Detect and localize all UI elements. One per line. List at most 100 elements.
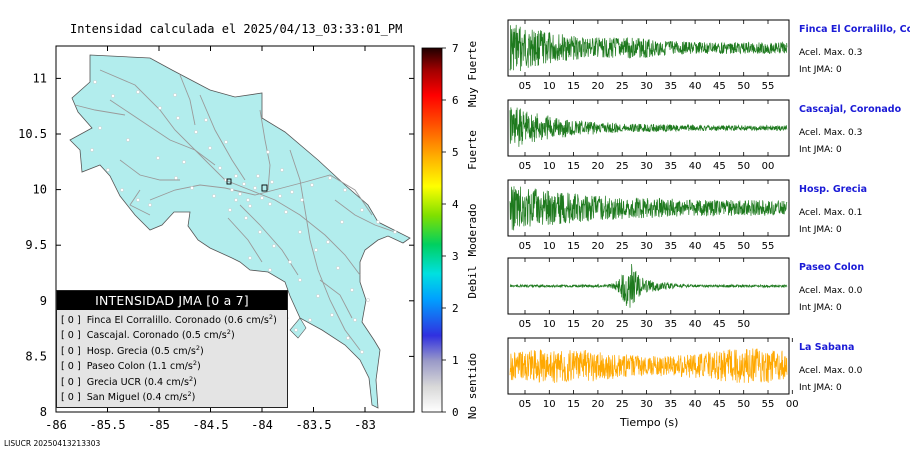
- time-tick-label: 00: [786, 399, 799, 410]
- time-tick-label: 00: [762, 161, 775, 172]
- time-tick-label: 10: [543, 161, 556, 172]
- time-tick-label: 45: [713, 319, 726, 330]
- time-tick-label: 35: [664, 319, 677, 330]
- seismogram-panel: 05 10 15 20 25 30 35 40 45 50 55: [507, 179, 790, 252]
- time-tick-label: 30: [640, 399, 653, 410]
- latitude-axis: 8 8.5 9 9.5 10 10.5 11: [18, 71, 414, 419]
- time-tick-label: 05: [519, 241, 532, 252]
- time-tick-label: 20: [592, 399, 605, 410]
- seismogram-panel: 05 10 15 20 25 30 35 40 45 50 55 00: [507, 337, 799, 410]
- seismogram-panel: 05 10 15 20 25 30 35 40 45 50: [507, 257, 790, 330]
- time-tick-label: 25: [616, 319, 629, 330]
- station-name: Finca El Corralillo, Coronado: [799, 24, 910, 35]
- scale-tick-label: 4: [452, 198, 459, 211]
- time-tick-label: 15: [567, 81, 580, 92]
- scale-category-label: Debil: [466, 265, 479, 298]
- station-name: Hosp. Grecia: [799, 184, 868, 195]
- time-tick-label: 50: [737, 161, 750, 172]
- time-tick-label: 55: [762, 241, 775, 252]
- legend-item: [ 0 ] Grecia UCR (0.4 cm/s2): [61, 374, 197, 388]
- time-tick-label: 25: [616, 161, 629, 172]
- scale-tick-label: 2: [452, 302, 459, 315]
- station-markers: [226, 178, 268, 192]
- time-tick-label: 40: [689, 319, 702, 330]
- time-tick-label: 50: [737, 241, 750, 252]
- station-jma-intensity: Int JMA: 0: [799, 145, 842, 155]
- time-tick-label: 40: [689, 241, 702, 252]
- legend-item: [ 0 ] San Miguel (0.4 cm/s2): [61, 389, 196, 404]
- time-tick-label: 20: [592, 319, 605, 330]
- time-tick-label: 10: [543, 399, 556, 410]
- time-tick-label: 05: [519, 161, 532, 172]
- time-tick-label: 35: [664, 241, 677, 252]
- time-tick-label: 10: [543, 81, 556, 92]
- lon-tick-label: -84.5: [192, 418, 228, 432]
- station-max-accel: Acel. Max. 0.1: [799, 208, 863, 218]
- legend-item: [ 0 ] Cascajal. Coronado (0.5 cm/s2): [61, 328, 235, 342]
- lon-tick-label: -84: [251, 418, 273, 432]
- scale-category-label: No sentido: [466, 353, 479, 419]
- footer-id: LISUCR 20250413213303: [4, 439, 101, 448]
- seismogram-panels: 05 10 15 20 25 30 35 40 45 50 55 05 10 15 20 25 30 35 40 45…: [507, 19, 799, 410]
- station-name: La Sabana: [799, 342, 855, 353]
- lon-tick-label: -83.5: [295, 418, 331, 432]
- time-tick-label: 15: [567, 319, 580, 330]
- time-tick-label: 15: [567, 399, 580, 410]
- lat-tick-label: 9.5: [25, 238, 47, 252]
- station-max-accel: Acel. Max. 0.0: [799, 366, 863, 376]
- scale-tick-label: 1: [452, 354, 459, 367]
- time-tick-label: 10: [543, 241, 556, 252]
- time-tick-label: 30: [640, 241, 653, 252]
- time-tick-label: 50: [737, 399, 750, 410]
- time-tick-label: 55: [762, 81, 775, 92]
- legend-item: [ 0 ] Hosp. Grecia (0.5 cm/s2): [61, 343, 204, 357]
- time-tick-label: 35: [664, 81, 677, 92]
- time-tick-label: 40: [689, 161, 702, 172]
- time-tick-label: 05: [519, 319, 532, 330]
- town-markers: [90, 80, 397, 354]
- lat-tick-label: 10.5: [18, 127, 47, 141]
- time-tick-label: 35: [664, 161, 677, 172]
- scale-tick-label: 5: [452, 146, 459, 159]
- time-tick-label: 05: [519, 81, 532, 92]
- station-max-accel: Acel. Max. 0.3: [799, 48, 863, 58]
- time-tick-label: 10: [543, 319, 556, 330]
- scale-category-label: Muy Fuerte: [466, 41, 479, 107]
- time-tick-label: 25: [616, 399, 629, 410]
- waveform-trace: [509, 24, 788, 72]
- station-marker-grecia: [226, 178, 232, 185]
- longitude-axis: -86 -85.5 -85 -84.5 -84 -83.5 -83: [45, 46, 376, 432]
- lon-tick-label: -83: [354, 418, 376, 432]
- road-network: [74, 69, 396, 351]
- time-tick-label: 05: [519, 399, 532, 410]
- station-max-accel: Acel. Max. 0.0: [799, 286, 863, 296]
- time-tick-label: 25: [616, 241, 629, 252]
- scale-tick-label: 3: [452, 250, 459, 263]
- time-tick-label: 30: [640, 161, 653, 172]
- time-axis-label: Tiempo (s): [620, 416, 679, 429]
- legend-item: [ 0 ] Paseo Colon (1.1 cm/s2): [61, 359, 201, 373]
- time-tick-label: 40: [689, 399, 702, 410]
- time-tick-label: 40: [689, 81, 702, 92]
- time-tick-label: 20: [592, 81, 605, 92]
- time-tick-label: 20: [592, 241, 605, 252]
- map-title: Intensidad calculada el 2025/04/13_03:33…: [70, 22, 403, 36]
- time-tick-label: 25: [616, 81, 629, 92]
- seismogram-panel: 05 10 15 20 25 30 35 40 45 50 55: [507, 19, 790, 92]
- time-tick-label: 45: [713, 81, 726, 92]
- lat-tick-label: 8.5: [25, 349, 47, 363]
- time-tick-label: 45: [713, 399, 726, 410]
- legend-title: INTENSIDAD JMA [0 a 7]: [57, 291, 287, 310]
- station-max-accel: Acel. Max. 0.3: [799, 128, 863, 138]
- legend-list: [ 0 ] Finca El Corralillo. Coronado (0.6 …: [61, 313, 287, 405]
- scale-tick-label: 0: [452, 406, 459, 419]
- waveform-trace: [509, 107, 788, 147]
- time-tick-label: 35: [664, 399, 677, 410]
- scale-tick-label: 6: [452, 94, 459, 107]
- waveform-trace: [509, 186, 788, 231]
- station-name: Cascajal, Coronado: [799, 104, 902, 115]
- time-tick-label: 45: [713, 161, 726, 172]
- time-tick-label: 15: [567, 161, 580, 172]
- time-tick-label: 30: [640, 319, 653, 330]
